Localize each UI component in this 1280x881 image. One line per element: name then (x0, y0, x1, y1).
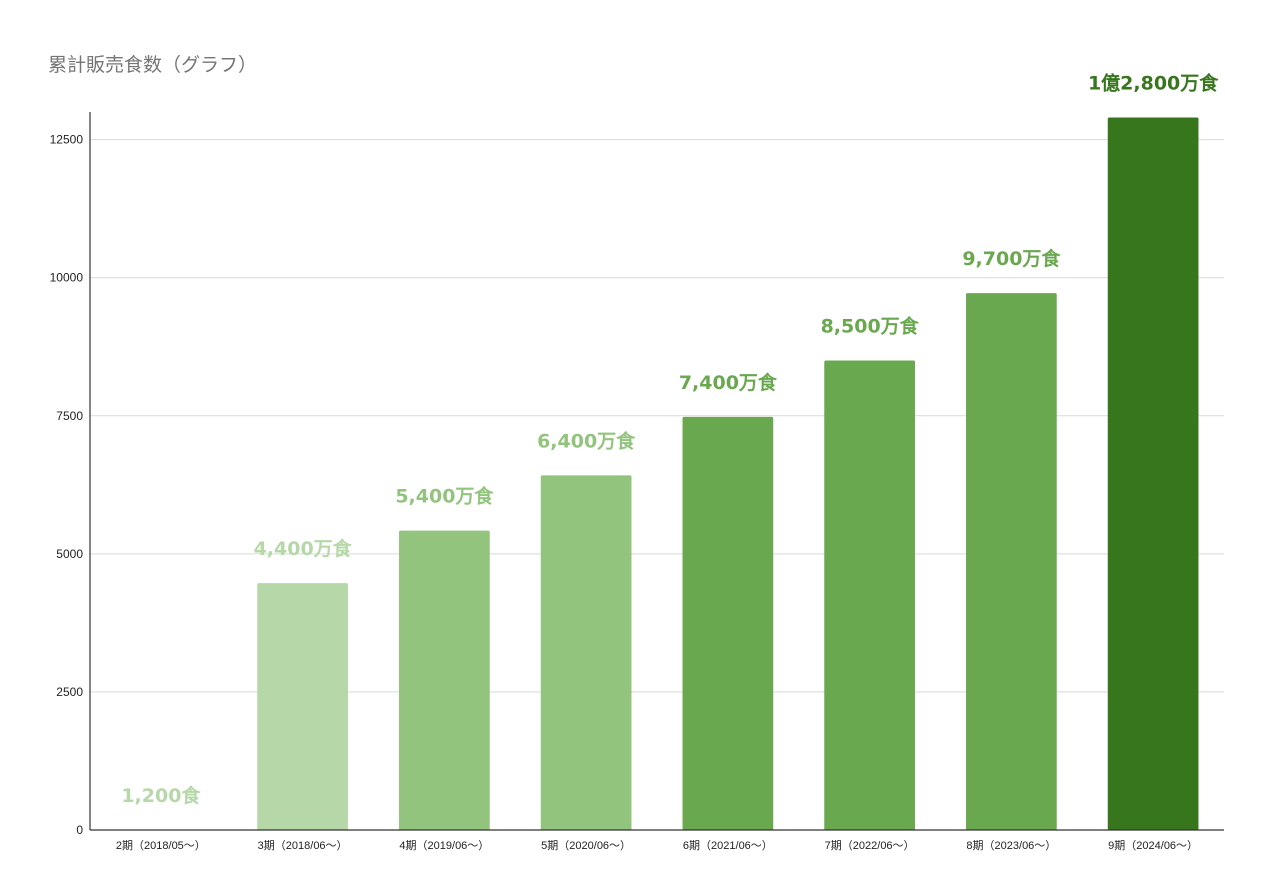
y-tick-label: 7500 (56, 409, 83, 423)
y-tick-label: 0 (76, 823, 83, 837)
data-label: 6,400万食 (537, 429, 636, 452)
y-axis-ticks: 0 2500 5000 7500 10000 12500 (50, 133, 84, 837)
y-tick-label: 10000 (50, 271, 84, 285)
bar (399, 530, 490, 830)
bar (1107, 117, 1199, 831)
y-tick-label: 5000 (56, 547, 83, 561)
x-tick-label: 3期（2018/06〜） (258, 839, 348, 852)
data-label: 4,400万食 (254, 537, 353, 560)
bar (966, 293, 1057, 830)
x-tick-label: 8期（2023/06〜） (966, 839, 1056, 852)
x-tick-label: 9期（2024/06〜） (1108, 839, 1198, 852)
data-label: 9,700万食 (962, 247, 1061, 270)
bars (115, 117, 1199, 831)
data-label: 7,400万食 (679, 371, 778, 394)
x-tick-label: 6期（2021/06〜） (683, 839, 773, 852)
y-tick-label: 2500 (56, 685, 83, 699)
data-label: 1億2,800万食 (1088, 72, 1219, 95)
data-label: 8,500万食 (821, 315, 920, 338)
x-tick-label: 2期（2018/05〜） (116, 839, 206, 852)
x-axis-ticks: 2期（2018/05〜） 3期（2018/06〜） 4期（2019/06〜） 5期（2… (116, 839, 1198, 852)
data-label: 5,400万食 (395, 485, 494, 508)
data-labels: 1,200食 4,400万食 5,400万食 6,400万食 7,400万食 8,500万… (121, 72, 1219, 807)
bar (540, 475, 632, 830)
y-tick-label: 12500 (50, 133, 84, 147)
x-tick-label: 4期（2019/06〜） (399, 839, 489, 852)
x-tick-label: 7期（2022/06〜） (825, 839, 915, 852)
x-tick-label: 5期（2020/06〜） (541, 839, 631, 852)
bar (257, 583, 348, 830)
data-label: 1,200食 (121, 784, 201, 807)
bar (824, 360, 915, 830)
bar (682, 416, 774, 830)
chart-title: 累計販売食数（グラフ） (48, 54, 257, 76)
